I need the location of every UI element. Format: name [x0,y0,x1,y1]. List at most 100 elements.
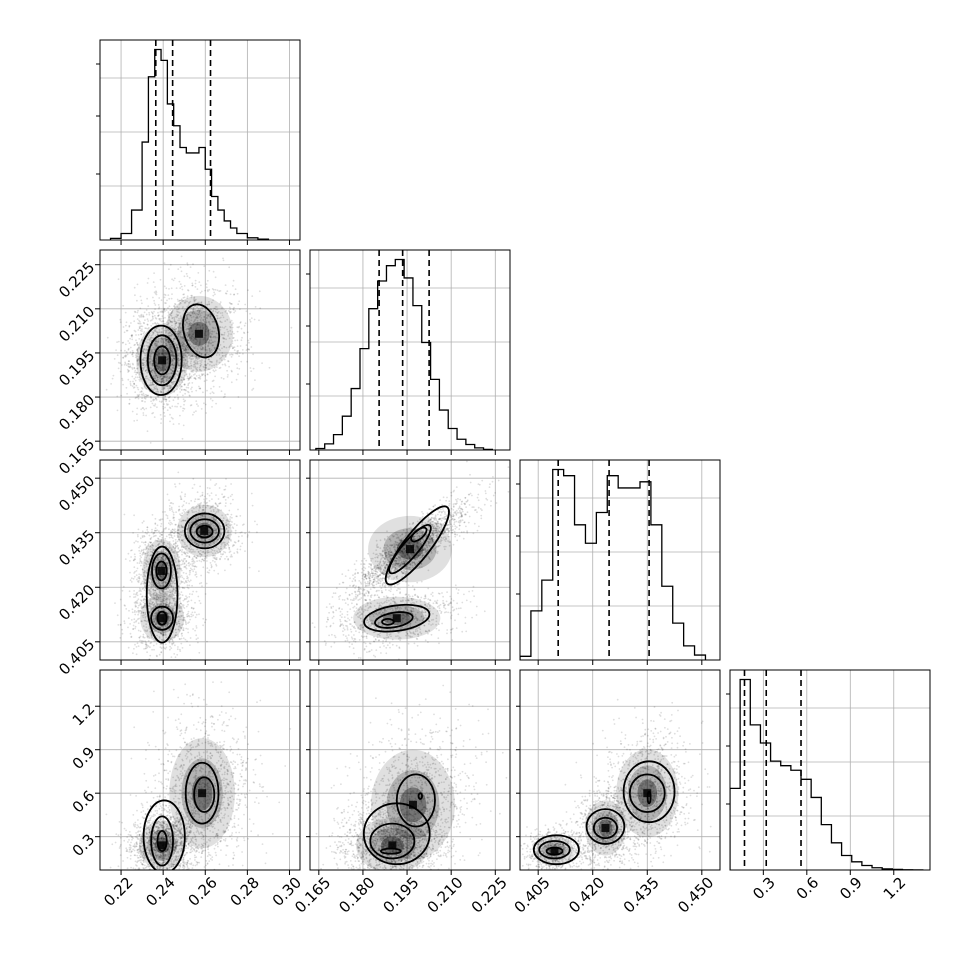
scatter-point [142,520,145,523]
scatter-point [137,598,140,601]
scatter-point [231,353,234,356]
scatter-point [194,299,196,302]
scatter-point [154,292,157,295]
scatter-point [158,297,161,299]
scatter-point [209,371,212,374]
scatter-point [158,653,161,656]
scatter-point [172,328,175,330]
scatter-point [137,363,140,365]
scatter-point [134,330,137,333]
scatter-point [187,311,190,314]
scatter-point [235,378,238,381]
scatter-point [216,505,219,508]
scatter-point [147,543,150,545]
scatter-point [171,333,174,336]
scatter-point [150,350,153,353]
scatter-point [168,288,170,290]
scatter-point [189,563,192,566]
scatter-point [137,309,139,312]
scatter-point [190,607,193,609]
scatter-point [162,407,165,410]
scatter-point [197,323,200,326]
scatter-point [146,318,149,321]
scatter-point [145,375,148,377]
scatter-point [182,410,184,412]
scatter-point [155,380,158,382]
scatter-point [215,494,217,496]
scatter-point [173,337,176,340]
scatter-point [186,640,188,643]
scatter-point [188,354,190,357]
scatter-point [197,313,200,316]
scatter-point [152,404,155,407]
scatter-point [188,564,191,567]
scatter-point [142,357,145,359]
scatter-point [194,323,196,326]
scatter-point [203,334,206,337]
scatter-point [175,344,178,346]
scatter-point [160,310,163,313]
scatter-point [160,380,163,383]
scatter-point [170,369,173,372]
scatter-point [168,316,171,318]
scatter-point [188,327,191,330]
scatter-point [149,642,152,645]
scatter-point [229,518,231,520]
scatter-point [180,342,183,345]
scatter-point [183,349,186,352]
scatter-point [176,306,179,308]
scatter-point [246,348,249,351]
scatter-point [182,394,184,397]
scatter-point [199,362,202,365]
scatter-point [187,610,190,613]
scatter-point [180,270,183,273]
scatter-point [169,395,171,398]
scatter-point [183,301,186,304]
scatter-point [175,328,178,330]
scatter-point [160,539,163,542]
scatter-point [196,369,199,372]
scatter-point [123,513,126,516]
scatter-point [163,415,166,417]
scatter-point [161,388,163,391]
scatter-point [168,377,171,380]
scatter-point [157,337,160,340]
scatter-point [196,361,199,364]
scatter-point [170,345,173,348]
scatter-point [203,380,206,383]
scatter-point [124,354,127,357]
scatter-point [204,593,207,595]
scatter-point [204,360,207,363]
scatter-point [179,583,181,585]
scatter-point [192,477,195,480]
scatter-point [137,613,140,616]
scatter-point [170,363,173,366]
scatter-point [194,358,197,360]
scatter-point [167,385,169,387]
scatter-point [187,383,190,385]
scatter-point [180,633,183,635]
scatter-point [151,402,154,405]
scatter-point [173,330,176,333]
scatter-point [192,324,194,327]
scatter-point [139,307,142,310]
scatter-point [202,373,205,375]
scatter-point [156,611,159,614]
scatter-point [195,410,197,412]
scatter-point [145,309,148,311]
scatter-point [155,643,158,645]
scatter-point [143,385,146,388]
scatter-point [200,582,203,584]
scatter-point [246,536,249,538]
scatter-point [194,279,197,282]
scatter-point [197,595,200,598]
scatter-point [164,341,166,344]
scatter-point [205,363,207,366]
scatter-point [196,358,199,361]
scatter-point [205,310,208,312]
scatter-point [134,600,137,603]
scatter-point [127,363,130,365]
scatter-point [196,348,199,351]
scatter-point [144,319,146,321]
scatter-point [187,522,190,525]
